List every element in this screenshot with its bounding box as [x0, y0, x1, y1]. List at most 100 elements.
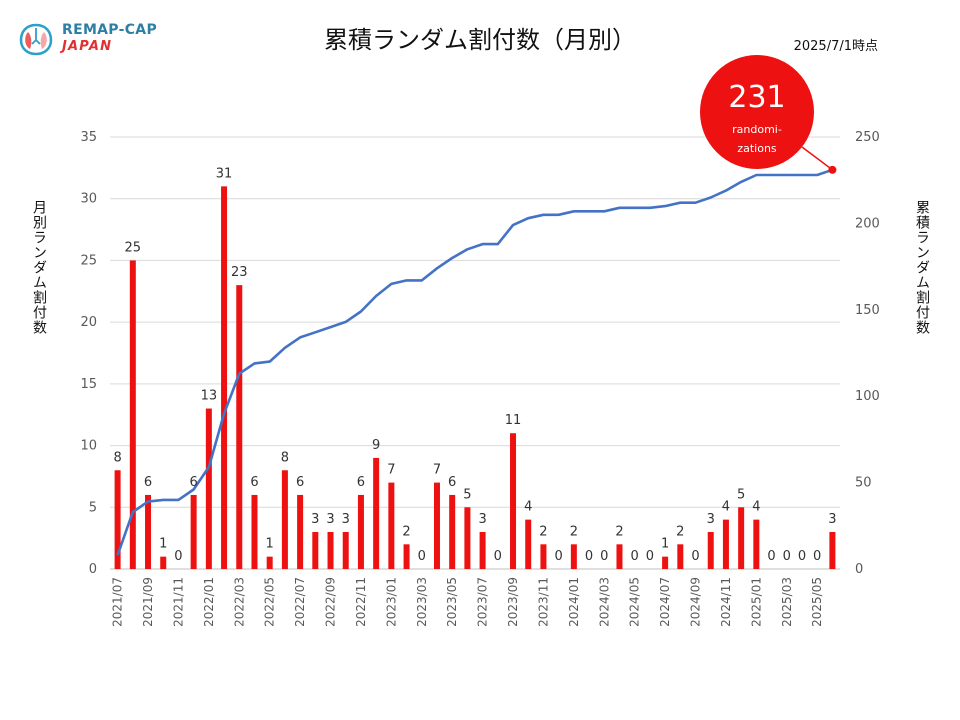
bar	[342, 531, 349, 569]
x-tick-label: 2022/01	[202, 577, 216, 627]
bar	[829, 531, 836, 569]
bar-value-label: 2	[402, 524, 410, 539]
y-tick-label-right: 100	[855, 389, 880, 404]
x-tick-label: 2024/03	[597, 577, 611, 627]
bar-value-label: 1	[661, 537, 669, 552]
badge-label-line1: randomi-	[732, 123, 782, 136]
bar	[236, 285, 243, 569]
bar	[145, 494, 152, 569]
remap-cap-logo: REMAP-CAP JAPAN	[18, 20, 168, 56]
x-tick-label: 2024/05	[628, 577, 642, 627]
y-tick-label-left: 5	[89, 500, 97, 515]
x-tick-label: 2021/09	[141, 577, 155, 627]
as-of-date: 2025/7/1時点	[793, 39, 878, 54]
bar	[327, 531, 334, 569]
y-tick-label-right: 0	[855, 562, 863, 577]
bar-value-label: 11	[505, 413, 522, 428]
bar	[753, 519, 760, 569]
bar-value-label: 0	[798, 549, 806, 564]
x-tick-label: 2023/09	[506, 577, 520, 627]
y-tick-label-left: 20	[80, 315, 97, 330]
bar	[357, 494, 364, 569]
bar	[449, 494, 456, 569]
badge-circle	[700, 55, 814, 169]
bar	[722, 519, 729, 569]
x-tick-label: 2022/05	[263, 577, 277, 627]
bar	[373, 457, 380, 569]
bar	[738, 507, 745, 569]
bar-value-label: 0	[418, 549, 426, 564]
badge-label-line2: zations	[737, 142, 777, 155]
gridlines	[110, 136, 840, 570]
bar	[540, 544, 547, 569]
bar-value-label: 0	[600, 549, 608, 564]
bar	[312, 531, 319, 569]
total-badge: 231 randomi- zations	[700, 55, 833, 171]
bar-value-label: 3	[311, 512, 319, 527]
bar-value-label: 2	[539, 524, 547, 539]
bar-value-label: 0	[813, 549, 821, 564]
chart-title: 累積ランダム割付数（月別）	[324, 26, 636, 54]
x-tick-label: 2022/11	[354, 577, 368, 627]
bar-value-label: 2	[570, 524, 578, 539]
bar	[510, 433, 517, 569]
lungs-logo-icon	[19, 23, 53, 56]
bar	[160, 556, 167, 569]
bar	[403, 544, 410, 569]
bar-value-label: 0	[691, 549, 699, 564]
bar-value-label: 5	[737, 487, 745, 502]
bar	[707, 531, 714, 569]
bar-value-label: 6	[357, 475, 365, 490]
badge-pointer-line	[801, 146, 833, 171]
bar-value-label: 6	[190, 475, 198, 490]
cumulative-line	[116, 168, 833, 556]
bar-value-label: 7	[387, 463, 395, 478]
bar-value-label: 0	[555, 549, 563, 564]
x-tick-label: 2021/07	[111, 577, 125, 627]
bar-value-label: 6	[296, 475, 304, 490]
y-tick-label-left: 0	[89, 562, 97, 577]
x-tick-label: 2023/05	[445, 577, 459, 627]
bar	[205, 408, 212, 569]
x-tick-label: 2025/01	[749, 577, 763, 627]
x-tick-label: 2023/11	[536, 577, 550, 627]
bar	[677, 544, 684, 569]
bar-series	[114, 186, 836, 569]
bar	[190, 494, 197, 569]
bar-value-label: 5	[463, 487, 471, 502]
y-tick-label-left: 15	[80, 377, 97, 392]
bar-value-label: 3	[342, 512, 350, 527]
bar-value-label: 4	[722, 500, 730, 515]
x-tick-label: 2022/09	[324, 577, 338, 627]
bar-value-label: 0	[494, 549, 502, 564]
bar-value-label: 3	[326, 512, 334, 527]
logo-text-japan: JAPAN	[62, 39, 113, 54]
x-tick-label: 2025/05	[810, 577, 824, 627]
y-axis-label-left: 月別ランダム割付数	[31, 200, 47, 335]
y-tick-label-left: 30	[80, 192, 97, 207]
bar	[297, 494, 304, 569]
bar	[662, 556, 669, 569]
y-tick-label-right: 200	[855, 216, 880, 231]
bar-value-label: 13	[201, 389, 218, 404]
bar	[114, 470, 121, 569]
logo-text-remap-cap: REMAP-CAP	[62, 22, 158, 38]
bar	[464, 507, 471, 569]
x-tick-label: 2024/09	[689, 577, 703, 627]
bar-value-label: 4	[524, 500, 532, 515]
x-tick-label: 2023/03	[415, 577, 429, 627]
bar-value-label: 6	[144, 475, 152, 490]
bar	[388, 482, 395, 569]
bar	[616, 544, 623, 569]
bar-value-label: 0	[585, 549, 593, 564]
x-tick-label: 2024/07	[658, 577, 672, 627]
bar-value-label: 3	[478, 512, 486, 527]
bar	[479, 531, 486, 569]
x-tick-label: 2025/03	[780, 577, 794, 627]
bar-value-label: 3	[707, 512, 715, 527]
bar-value-label: 4	[752, 500, 760, 515]
bar-value-label: 6	[250, 475, 258, 490]
bar-value-label: 6	[448, 475, 456, 490]
bar	[129, 260, 136, 569]
